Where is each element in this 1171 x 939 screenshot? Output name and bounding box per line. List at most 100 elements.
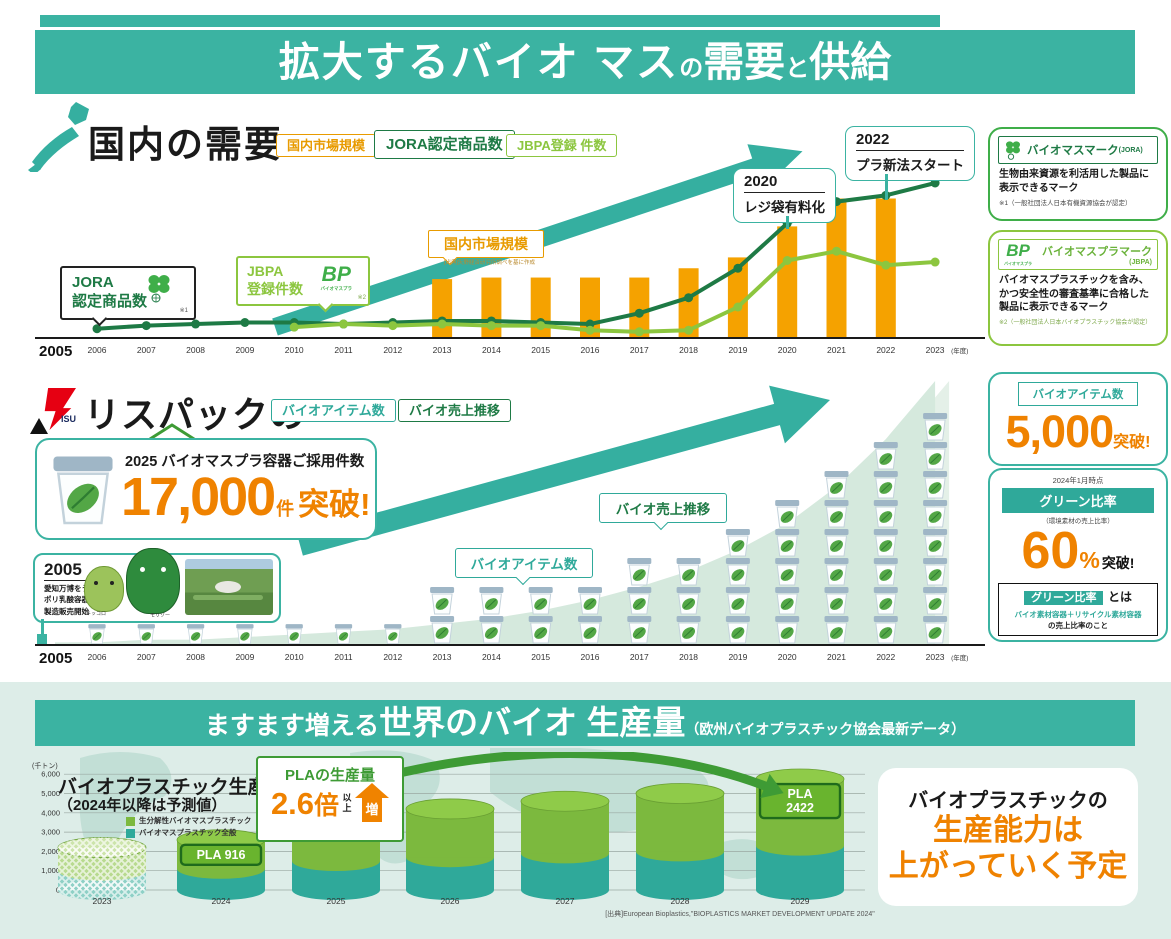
svg-text:2011: 2011 xyxy=(334,652,353,662)
legend-chip-biodegradable xyxy=(126,816,135,826)
svg-text:2016: 2016 xyxy=(581,652,600,662)
svg-text:(千トン): (千トン) xyxy=(32,761,58,770)
svg-text:2022: 2022 xyxy=(876,652,895,662)
brace-icon xyxy=(148,423,196,440)
market-source-note: [出典]矢野経済研究所調べを基に作成 xyxy=(444,260,536,266)
svg-text:2019: 2019 xyxy=(728,345,747,355)
legend-bio-items: バイオアイテム数 xyxy=(271,399,396,422)
svg-text:2019: 2019 xyxy=(728,652,747,662)
capacity-legend-2: バイオマスプラスチック全般 xyxy=(126,827,236,838)
adoption-caption: 2025 バイオマスプラ容器ご採用件数 xyxy=(125,454,365,470)
svg-text:2013: 2013 xyxy=(433,345,452,355)
adoption-number: 17,000 xyxy=(121,467,276,527)
forecast-message-box: バイオプラスチックの 生産能力は 上がっていく予定 xyxy=(878,768,1138,906)
mascot-kiccoro xyxy=(84,566,124,612)
japan-map-icon xyxy=(28,102,89,172)
history-connector xyxy=(41,619,44,639)
svg-text:2023: 2023 xyxy=(93,896,112,906)
svg-text:2014: 2014 xyxy=(482,652,501,662)
jbp-logo: BP バイオマスプラ xyxy=(1004,241,1032,266)
jora-callout: JORA 認定商品数 ※1 xyxy=(60,266,196,326)
svg-text:2025: 2025 xyxy=(327,896,346,906)
svg-text:2012: 2012 xyxy=(383,652,402,662)
svg-text:2027: 2027 xyxy=(556,896,575,906)
pla-callout: PLAの生産量 2.6 倍 以上 増 xyxy=(256,756,404,842)
legend-jora: JORA認定商品数 xyxy=(374,130,515,159)
world-source: [出典]European Bioplastics,"BIOPLASTICS MA… xyxy=(605,911,875,918)
section-domestic-title: 国内の需要 xyxy=(88,124,283,165)
svg-text:2020: 2020 xyxy=(778,345,797,355)
capacity-chart-title: バイオプラスチック生産能力 xyxy=(58,777,305,798)
svg-text:2023: 2023 xyxy=(926,345,945,355)
svg-text:2015: 2015 xyxy=(531,345,550,355)
svg-text:2022: 2022 xyxy=(876,345,895,355)
trend-arrow xyxy=(297,385,831,556)
risupack-logo: ISU xyxy=(28,388,82,436)
svg-text:2,000: 2,000 xyxy=(41,847,60,856)
bio-cup-icon xyxy=(52,456,114,525)
clover-icon xyxy=(1006,141,1020,160)
svg-text:2012: 2012 xyxy=(383,345,402,355)
svg-text:2010: 2010 xyxy=(285,652,304,662)
svg-text:2010: 2010 xyxy=(285,345,304,355)
svg-text:0: 0 xyxy=(56,886,60,895)
svg-text:2024: 2024 xyxy=(212,896,231,906)
svg-text:4,000: 4,000 xyxy=(41,808,60,817)
svg-text:6,000: 6,000 xyxy=(41,770,60,779)
svg-text:2009: 2009 xyxy=(235,345,254,355)
svg-text:3,000: 3,000 xyxy=(41,828,60,837)
svg-text:2006: 2006 xyxy=(88,652,107,662)
svg-text:2422: 2422 xyxy=(786,801,814,815)
svg-text:2005: 2005 xyxy=(39,650,72,666)
svg-text:2026: 2026 xyxy=(441,896,460,906)
svg-text:2020: 2020 xyxy=(778,652,797,662)
svg-text:2014: 2014 xyxy=(482,345,501,355)
green-ratio-definition: グリーン比率 とは バイオ素材容器＋リサイクル素材容器 の売上比率のこと xyxy=(998,583,1158,636)
svg-text:2016: 2016 xyxy=(581,345,600,355)
sales-callout: バイオ売上推移 xyxy=(599,493,727,530)
items-count-box: バイオアイテム数 5,000 突破! xyxy=(988,372,1168,466)
svg-text:2015: 2015 xyxy=(531,652,550,662)
expo-aerial-photo xyxy=(185,559,273,615)
green-ratio-box: 2024年1月時点 グリーン比率 （環境素材の売上比率） 60 % 突破! グリ… xyxy=(988,468,1168,642)
jora-info-box: バイオマスマーク (JORA) 生物由来資源を利活用した製品に表示できるマーク … xyxy=(988,127,1168,221)
section-risupack-title: リスパックの xyxy=(84,394,307,435)
jbpa-info-box: BP バイオマスプラ バイオマスプラマーク (JBPA) バイオマスプラスチック… xyxy=(988,230,1168,346)
event-2020: 2020 レジ袋有料化 xyxy=(733,168,836,223)
svg-text:2005: 2005 xyxy=(39,343,72,360)
svg-text:2008: 2008 xyxy=(186,345,205,355)
history-marker xyxy=(37,634,47,644)
event-2020-connector xyxy=(786,216,789,229)
adoption-box: 2025 バイオマスプラ容器ご採用件数 17,000 件 突破! xyxy=(35,438,377,540)
jbp-logo: BP バイオマスプラ xyxy=(320,263,353,291)
svg-text:2021: 2021 xyxy=(827,345,846,355)
world-banner: ますます増える世界のバイオ 生産量（欧州バイオプラスチック協会最新データ） xyxy=(35,700,1135,746)
svg-text:2023: 2023 xyxy=(926,652,945,662)
mascot-morizo xyxy=(126,548,180,614)
mascot-left-caption: キッコロ xyxy=(86,611,107,617)
capacity-legend-1: 生分解性バイオマスプラスチック xyxy=(126,815,251,826)
svg-text:2021: 2021 xyxy=(827,652,846,662)
risupack-chart: 2005 2006 2007 2008 2009 2010 2011 2012 2013 2014… xyxy=(35,381,985,666)
svg-text:2018: 2018 xyxy=(679,345,698,355)
items-callout: バイオアイテム数 xyxy=(455,548,593,585)
svg-text:2028: 2028 xyxy=(671,896,690,906)
svg-text:PLA: PLA xyxy=(788,787,813,801)
svg-text:2018: 2018 xyxy=(679,652,698,662)
svg-text:(年度): (年度) xyxy=(951,653,968,662)
svg-text:1,000: 1,000 xyxy=(41,866,60,875)
svg-text:2007: 2007 xyxy=(137,345,156,355)
svg-text:PLA 916: PLA 916 xyxy=(197,848,246,862)
svg-text:2011: 2011 xyxy=(334,345,353,355)
svg-text:5,000: 5,000 xyxy=(41,789,60,798)
legend-chip-biomass xyxy=(126,828,135,838)
svg-text:2017: 2017 xyxy=(630,345,649,355)
legend-jbpa: JBPA登録 件数 xyxy=(506,134,618,157)
legend-bio-sales: バイオ売上推移 xyxy=(398,399,512,422)
svg-text:(年度): (年度) xyxy=(951,346,968,355)
page-title-banner: 拡大するバイオ マスの需要と供給 xyxy=(35,30,1135,94)
svg-text:2006: 2006 xyxy=(88,345,107,355)
jbpa-note: ※2 xyxy=(357,295,366,301)
event-2022-connector xyxy=(885,174,888,200)
